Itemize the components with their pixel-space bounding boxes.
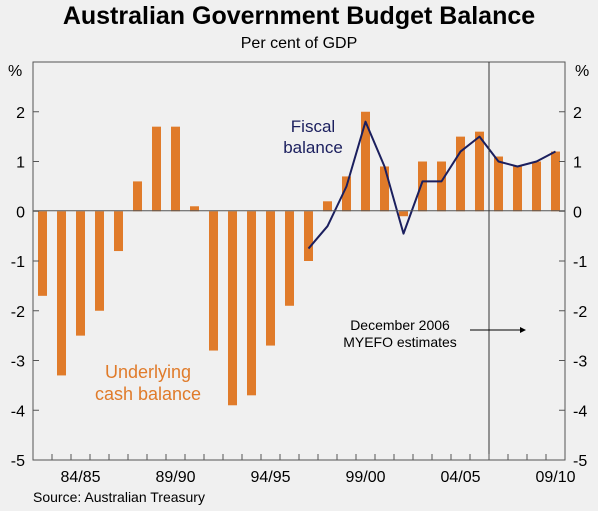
bar-96/97 xyxy=(304,211,313,261)
x-tick-label: 89/90 xyxy=(155,469,195,486)
bar-97/98 xyxy=(323,201,332,212)
underlying-cash-label-line: Underlying xyxy=(105,362,191,382)
bar-86/87 xyxy=(114,211,123,252)
underlying-cash-label-line: cash balance xyxy=(95,384,201,404)
y-tick-label-left: 1 xyxy=(16,155,25,172)
y-tick-label-left: 2 xyxy=(16,105,25,122)
bar-99/00 xyxy=(361,111,370,212)
y-tick-label-right: -4 xyxy=(573,403,587,420)
bar-98/99 xyxy=(342,176,351,212)
bar-90/91 xyxy=(190,206,199,212)
bar-02/03 xyxy=(418,161,427,212)
bars-layer xyxy=(38,111,560,406)
bar-83/84 xyxy=(57,211,66,376)
x-tick-label: 99/00 xyxy=(345,469,385,486)
axis-layer: -5 -5 -4 -4 -3 -3 -2 -2 -1 -1 0 0 1 1 2 2% % 84/85 89/90 94… xyxy=(8,63,589,486)
bar-05/06 xyxy=(475,131,484,212)
bar-04/05 xyxy=(456,136,465,212)
y-tick-label-left: -4 xyxy=(11,403,25,420)
x-tick-label: 04/05 xyxy=(440,469,480,486)
bar-00/01 xyxy=(380,166,389,212)
y-tick-label-right: -2 xyxy=(573,304,587,321)
y-tick-label-left: -5 xyxy=(11,453,25,470)
y-tick-label-right: 1 xyxy=(573,155,582,172)
fiscal-balance-label: Fiscal balance xyxy=(283,117,343,157)
fiscal-balance-label-line: Fiscal xyxy=(291,117,335,136)
y-tick-label-right: 2 xyxy=(573,105,582,122)
y-tick-label-right: -1 xyxy=(573,254,587,271)
bar-95/96 xyxy=(285,211,294,306)
bar-84/85 xyxy=(76,211,85,336)
bar-87/88 xyxy=(133,181,142,212)
y-unit-right: % xyxy=(575,63,589,80)
estimates-label-line: MYEFO estimates xyxy=(343,334,457,350)
bar-92/93 xyxy=(228,211,237,406)
y-tick-label-right: -3 xyxy=(573,354,587,371)
bar-93/94 xyxy=(247,211,256,396)
bar-85/86 xyxy=(95,211,104,311)
x-tick-label: 84/85 xyxy=(60,469,100,486)
y-tick-label-right: 0 xyxy=(573,204,582,221)
source-note: Source: Australian Treasury xyxy=(33,489,205,505)
bar-89/90 xyxy=(171,126,180,212)
fiscal-balance-line xyxy=(307,120,556,250)
bar-07/08 xyxy=(513,166,522,212)
estimates-arrow-head xyxy=(520,327,526,333)
chart-title: Australian Government Budget Balance xyxy=(62,2,536,30)
bar-88/89 xyxy=(152,126,161,212)
x-tick-label: 94/95 xyxy=(250,469,290,486)
y-tick-label-left: -1 xyxy=(11,254,25,271)
fiscal-line-layer xyxy=(307,120,556,250)
y-unit-left: % xyxy=(8,63,22,80)
bar-01/02 xyxy=(399,211,408,217)
y-tick-label-left: 0 xyxy=(16,204,25,221)
x-tick-label: 09/10 xyxy=(535,469,575,486)
bar-06/07 xyxy=(494,156,503,212)
bar-94/95 xyxy=(266,211,275,346)
bar-08/09 xyxy=(532,161,541,212)
fiscal-balance-label-line: balance xyxy=(283,138,343,157)
y-tick-label-right: -5 xyxy=(573,453,587,470)
estimates-label-line: December 2006 xyxy=(350,317,450,333)
bar-82/83 xyxy=(38,211,47,296)
bar-03/04 xyxy=(437,161,446,212)
bar-09/10 xyxy=(551,151,560,212)
y-tick-label-left: -3 xyxy=(11,354,25,371)
chart-subtitle: Per cent of GDP xyxy=(240,35,358,52)
bar-91/92 xyxy=(209,211,218,351)
y-tick-label-left: -2 xyxy=(11,304,25,321)
